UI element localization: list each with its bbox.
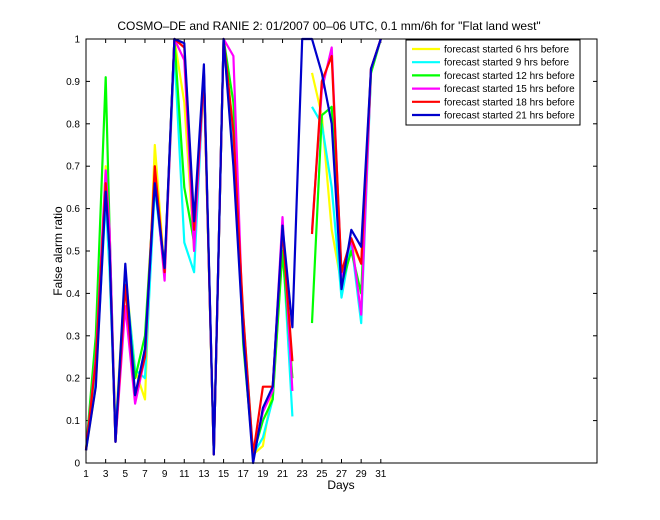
x-tick-label: 5 (123, 469, 129, 480)
series-line-6 (84, 37, 382, 465)
y-tick-label: 0.2 (66, 374, 80, 385)
series-lines (84, 37, 382, 465)
x-tick-label: 31 (375, 469, 387, 480)
y-axis-label: False alarm ratio (51, 206, 65, 296)
x-tick-label: 27 (336, 469, 348, 480)
x-tick-label: 7 (142, 469, 148, 480)
y-tick-label: 0.7 (66, 162, 80, 173)
y-tick-label: 0.4 (66, 289, 80, 300)
legend-entry: forecast started 21 hrs before (444, 111, 575, 122)
legend-entry: forecast started 12 hrs before (444, 71, 575, 82)
x-tick-label: 11 (179, 469, 190, 480)
y-tick-label: 0.8 (66, 119, 80, 130)
legend-entry: forecast started 6 hrs before (444, 45, 570, 56)
x-tick-label: 1 (83, 469, 89, 480)
legend-entry: forecast started 18 hrs before (444, 97, 575, 108)
y-tick-label: 0.1 (66, 416, 80, 427)
chart-title: COSMO–DE and RANIE 2: 01/2007 00–06 UTC,… (117, 19, 540, 33)
y-tick-label: 0.3 (66, 331, 80, 342)
legend-box (405, 39, 581, 126)
x-tick-label: 9 (162, 469, 168, 480)
x-tick-label: 15 (218, 469, 230, 480)
y-tick-label: 0.5 (66, 247, 80, 258)
legend-entry: forecast started 15 hrs before (444, 84, 575, 95)
x-tick-label: 17 (238, 469, 250, 480)
y-tick-label: 0 (74, 459, 80, 470)
legend: forecast started 6 hrs before forecast st… (405, 39, 581, 126)
x-tick-label: 3 (103, 469, 109, 480)
y-tick-label: 0.6 (66, 204, 80, 215)
x-tick-label: 21 (277, 469, 289, 480)
y-tick-label: 1 (74, 35, 80, 46)
x-axis-label: Days (327, 478, 354, 492)
x-tick-label: 19 (257, 469, 269, 480)
x-tick-label: 29 (356, 469, 368, 480)
x-tick-label: 13 (198, 469, 210, 480)
x-tick-label: 25 (316, 469, 328, 480)
x-tick-label: 23 (297, 469, 309, 480)
legend-entry: forecast started 9 hrs before (444, 58, 570, 69)
plot-frame (85, 38, 598, 464)
y-tick-label: 0.9 (66, 77, 80, 88)
axis-ticks: 1 3 5 7 9 11 13 15 17 19 21 23 25 27 29 3100.10.20.30.4… (66, 35, 597, 480)
